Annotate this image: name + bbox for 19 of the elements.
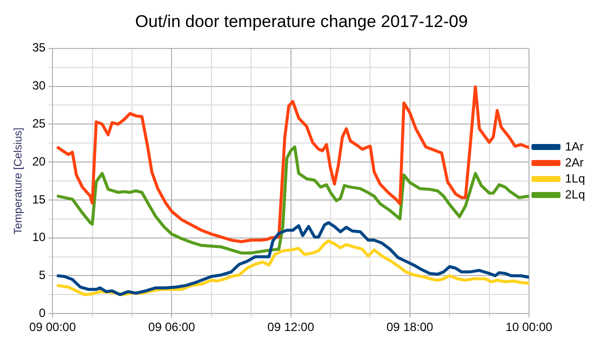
y-tick-label: 10 (32, 230, 46, 244)
x-tick-label: 09 06:00 (148, 320, 196, 334)
x-tick-label: 09 00:00 (29, 320, 76, 334)
legend-label: 2Ar (564, 155, 584, 170)
y-tick-label: 35 (32, 40, 46, 55)
x-tick-label: 09 18:00 (386, 320, 434, 334)
legend-label: 2Lq (564, 187, 586, 202)
y-axis-title: Temperature [Celsius] (12, 128, 25, 234)
y-tick-label: 5 (38, 268, 46, 282)
y-tick-label: 15 (32, 192, 46, 206)
x-tick-label: 10 00:00 (506, 320, 553, 334)
legend-label: 1Ar (564, 139, 584, 154)
chart-title: Out/in door temperature change 2017-12-09 (135, 12, 468, 31)
x-tick-label: 09 12:00 (267, 320, 314, 334)
y-tick-label: 25 (32, 116, 46, 130)
y-tick-label: 30 (32, 78, 46, 93)
y-tick-label: 0 (38, 306, 46, 320)
y-tick-label: 20 (32, 154, 46, 168)
legend-label: 1Lq (564, 171, 586, 186)
